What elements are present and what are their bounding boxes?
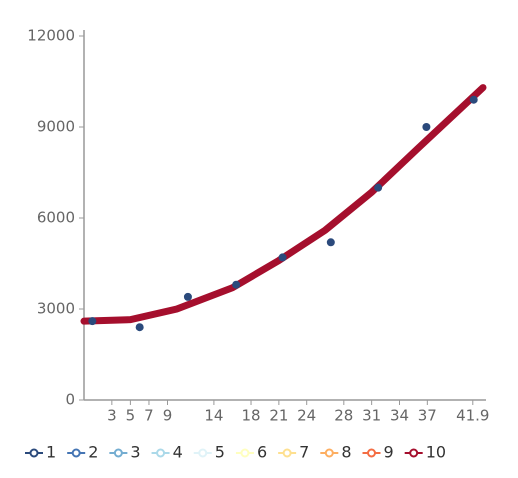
legend-marker xyxy=(282,448,292,458)
point xyxy=(183,292,192,301)
point xyxy=(469,95,478,104)
legend-label: 7 xyxy=(299,443,309,462)
point xyxy=(278,253,287,262)
point xyxy=(232,280,241,289)
x-tick-label: 28 xyxy=(334,407,353,425)
x-tick-label: 21 xyxy=(269,407,288,425)
legend-label: 9 xyxy=(384,443,394,462)
point xyxy=(422,123,431,131)
legend-marker xyxy=(156,448,166,458)
legend-label: 10 xyxy=(426,443,446,462)
legend-marker xyxy=(71,448,81,458)
y-tick-label: 9000 xyxy=(37,118,75,136)
legend-label: 4 xyxy=(173,443,183,462)
x-tick-label: 24 xyxy=(297,407,316,425)
legend-marker xyxy=(29,448,39,458)
legend-marker xyxy=(113,448,123,458)
point xyxy=(374,183,383,192)
legend: 1 2 3 4 5 6 7 8 9 10 xyxy=(25,443,446,462)
y-tick-label: 3000 xyxy=(37,300,75,318)
x-tick-label: 7 xyxy=(144,407,154,425)
fit-line xyxy=(80,84,487,325)
legend-marker xyxy=(324,448,334,458)
point xyxy=(326,238,335,247)
x-tick-label: 3 xyxy=(107,407,117,425)
point xyxy=(135,323,144,332)
legend-marker xyxy=(367,448,376,458)
x-tick-label: 14 xyxy=(204,407,223,425)
legend-label: 8 xyxy=(341,443,351,462)
x-tick-label: 18 xyxy=(241,407,260,425)
x-tick-label: 37 xyxy=(418,407,437,425)
y-tick-label: 0 xyxy=(65,391,75,409)
legend-label: 2 xyxy=(88,443,98,462)
x-tick-label: 9 xyxy=(163,407,173,425)
point xyxy=(88,317,97,326)
y-tick-label: 12000 xyxy=(27,27,75,45)
legend-label: 5 xyxy=(215,443,225,462)
x-tick-label: 34 xyxy=(390,407,409,425)
legend-label: 3 xyxy=(130,443,140,462)
legend-marker xyxy=(240,448,250,458)
legend-label: 6 xyxy=(257,443,267,462)
legend-marker xyxy=(198,448,208,458)
legend-label: 1 xyxy=(46,443,56,462)
legend-marker xyxy=(409,448,419,458)
x-tick-label: 31 xyxy=(362,407,381,425)
x-tick-label: 5 xyxy=(126,407,136,425)
x-tick-label: 41.9 xyxy=(456,407,489,425)
y-tick-label: 6000 xyxy=(37,209,75,227)
